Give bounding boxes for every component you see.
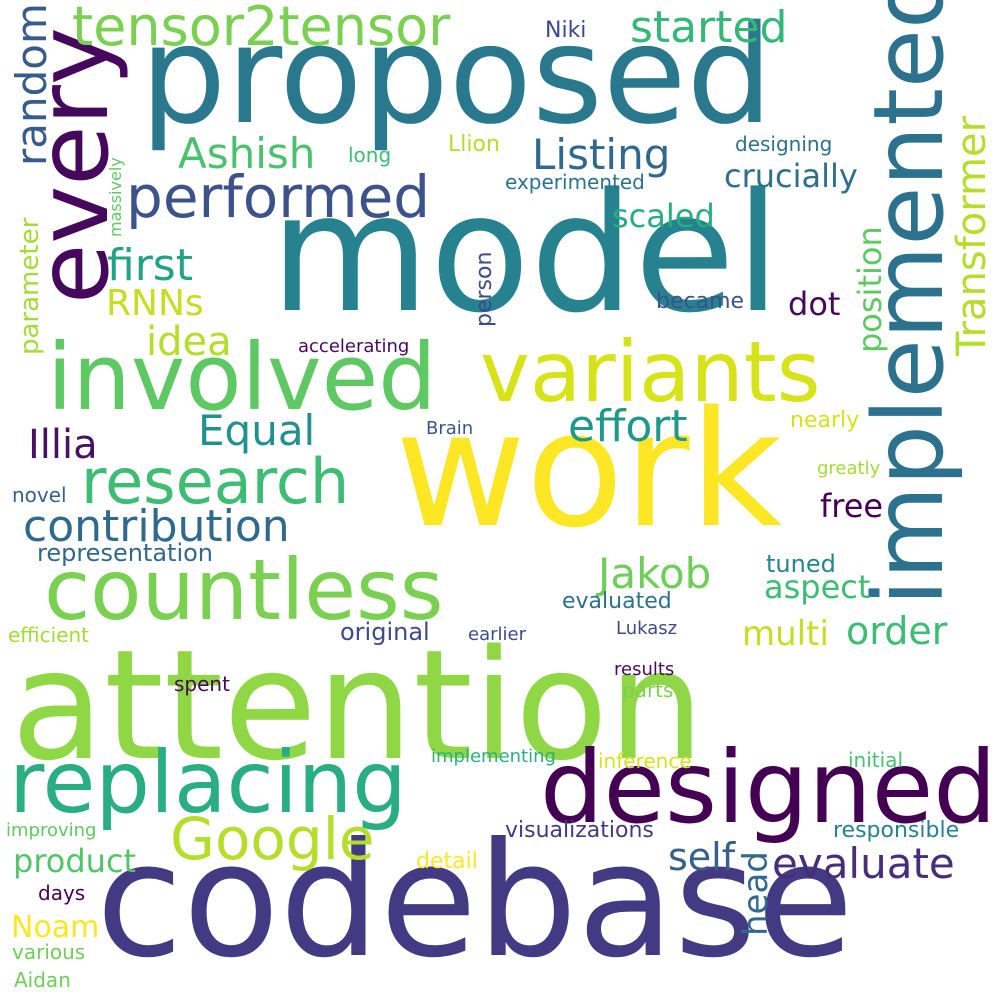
word-dot: dot [788, 285, 841, 323]
word-initial: initial [848, 748, 903, 772]
word-earlier: earlier [468, 624, 526, 645]
word-performed: performed [126, 163, 431, 231]
word-became: became [656, 289, 745, 314]
word-self: self [668, 835, 736, 879]
word-equal: Equal [198, 406, 316, 455]
word-contribution: contribution [23, 501, 290, 552]
word-rnns: RNNs [106, 283, 204, 324]
word-aidan: Aidan [14, 968, 71, 992]
word-started: started [630, 2, 788, 53]
word-inference: inference [598, 749, 692, 773]
word-original: original [340, 618, 430, 646]
word-free: free [820, 487, 884, 525]
word-tuned: tuned [766, 550, 836, 578]
word-greatly: greatly [817, 458, 881, 479]
word-various: various [12, 940, 86, 964]
word-nearly: nearly [790, 408, 860, 433]
word-multi: multi [742, 614, 829, 654]
word-improving: improving [6, 820, 97, 841]
word-parts: parts [622, 678, 674, 702]
word-detail: detail [416, 849, 478, 874]
word-crucially: crucially [724, 157, 858, 195]
word-evaluated: evaluated [562, 589, 672, 614]
word-massively: massively [106, 157, 125, 237]
word-designed: designed [540, 729, 997, 846]
word-lukasz: Lukasz [616, 618, 678, 639]
word-long: long [348, 143, 392, 167]
word-order: order [846, 609, 948, 653]
word-efficient: efficient [8, 623, 90, 647]
word-illia: Illia [28, 422, 98, 468]
word-codebase: codebase [96, 809, 854, 993]
word-involved: involved [47, 324, 437, 431]
word-implementing: implementing [431, 746, 556, 767]
word-days: days [38, 881, 86, 905]
word-evaluate: evaluate [772, 839, 955, 888]
word-position: position [851, 226, 889, 353]
word-variants: variants [480, 323, 821, 421]
word-representation: representation [37, 539, 214, 567]
word-countless: countless [44, 541, 444, 639]
word-parameter: parameter [15, 217, 45, 355]
word-product: product [13, 842, 137, 880]
word-work: work [395, 376, 783, 563]
word-ashish: Ashish [178, 129, 316, 178]
word-results: results [614, 659, 675, 680]
word-head: head [736, 851, 776, 936]
word-novel: novel [12, 483, 67, 507]
word-accelerating: accelerating [298, 336, 410, 357]
word-idea: idea [146, 319, 232, 365]
word-experimented: experimented [505, 170, 645, 194]
word-transformer: Transformer [949, 115, 995, 356]
word-listing: Listing [532, 130, 671, 179]
word-aspect: aspect [764, 568, 871, 606]
word-spent: spent [174, 672, 230, 696]
word-visualizations: visualizations [505, 818, 654, 843]
word-responsible: responsible [833, 818, 960, 843]
word-google: Google [170, 805, 375, 873]
word-designing: designing [735, 132, 833, 156]
word-niki: Niki [545, 18, 587, 43]
word-brain: Brain [426, 418, 474, 439]
word-scaled: scaled [612, 197, 715, 235]
word-model: model [270, 158, 781, 349]
word-replacing: replacing [9, 733, 407, 833]
word-first: first [107, 240, 193, 291]
word-research: research [81, 445, 350, 518]
word-llion: Llion [448, 132, 500, 157]
word-noam: Noam [11, 910, 100, 945]
word-attention: attention [11, 617, 705, 794]
word-jakob: Jakob [598, 549, 712, 598]
word-proposed: proposed [140, 0, 773, 155]
word-tensor2tensor: tensor2tensor [72, 0, 451, 58]
word-person: person [472, 251, 497, 327]
word-random: random [7, 3, 56, 166]
word-effort: effort [568, 401, 688, 452]
